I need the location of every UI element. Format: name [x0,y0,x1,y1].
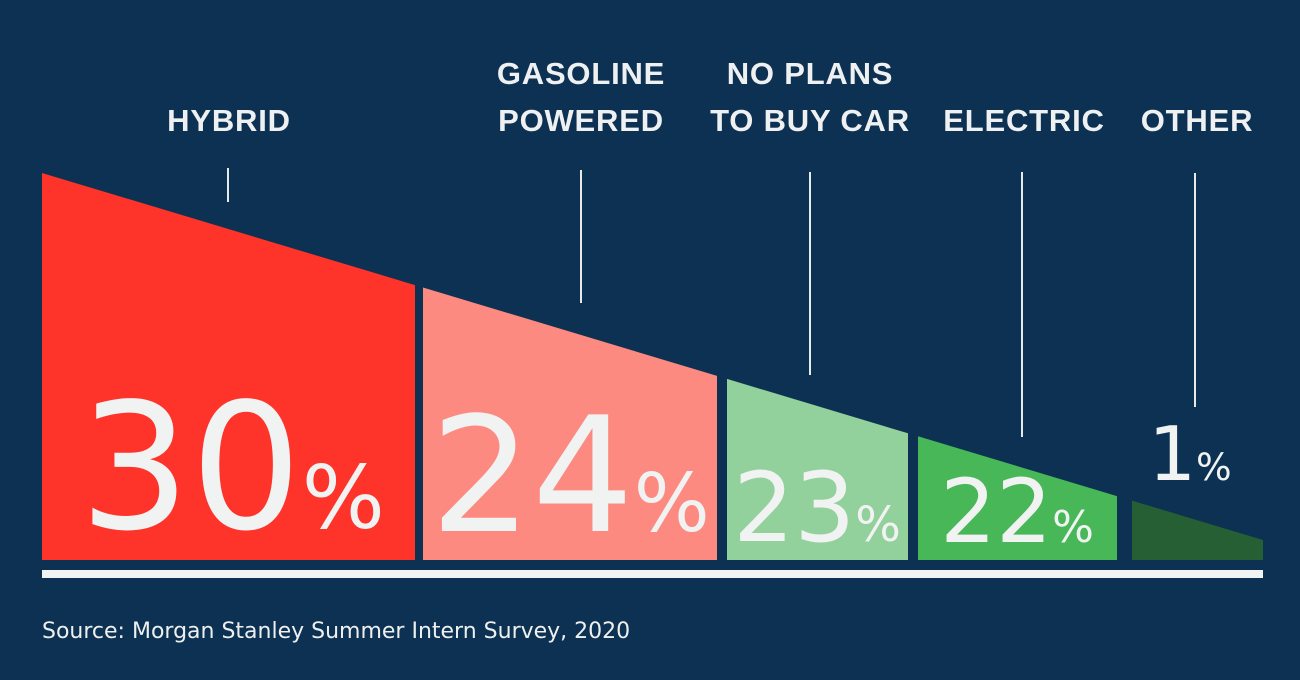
value-label-other: 1% [1148,417,1231,492]
connector-line-gasoline [580,170,582,303]
value-digits: 24 [430,382,634,569]
category-label-electric: ELECTRIC [943,103,1105,138]
source-caption: Source: Morgan Stanley Summer Intern Sur… [42,619,631,644]
connector-line-no-plans [809,172,811,375]
category-label-other: OTHER [1140,103,1254,138]
wedge-segment-other [1132,500,1263,560]
wedge-segment-hybrid [42,173,415,560]
category-label-hybrid: HYBRID [167,103,291,138]
percent-sign: % [1052,502,1094,553]
percent-sign: % [633,457,710,550]
value-label-hybrid: 30% [79,381,385,556]
connector-line-hybrid [227,168,229,202]
value-digits: 22 [940,460,1053,563]
wedge-segment-no-plans-to-buy-car [727,378,908,560]
value-label-gasoline: 24% [430,396,710,556]
baseline-rule [42,570,1263,578]
value-label-electric: 22% [940,468,1094,556]
category-label-no-plans: NO PLANS TO BUY CAR [710,56,910,138]
value-digits: 23 [733,452,856,564]
connector-line-electric [1021,172,1023,437]
value-label-no-plans: 23% [733,460,901,556]
category-label-gasoline: GASOLINE POWERED [496,56,666,138]
percent-sign: % [1196,445,1232,489]
value-digits: 30 [79,367,302,570]
connector-line-other [1194,173,1196,407]
wedge-segment-electric [918,436,1117,560]
percent-sign: % [301,447,385,549]
value-digits: 1 [1148,410,1197,498]
percent-sign: % [855,497,901,553]
wedge-segment-gasoline-powered [423,287,717,560]
